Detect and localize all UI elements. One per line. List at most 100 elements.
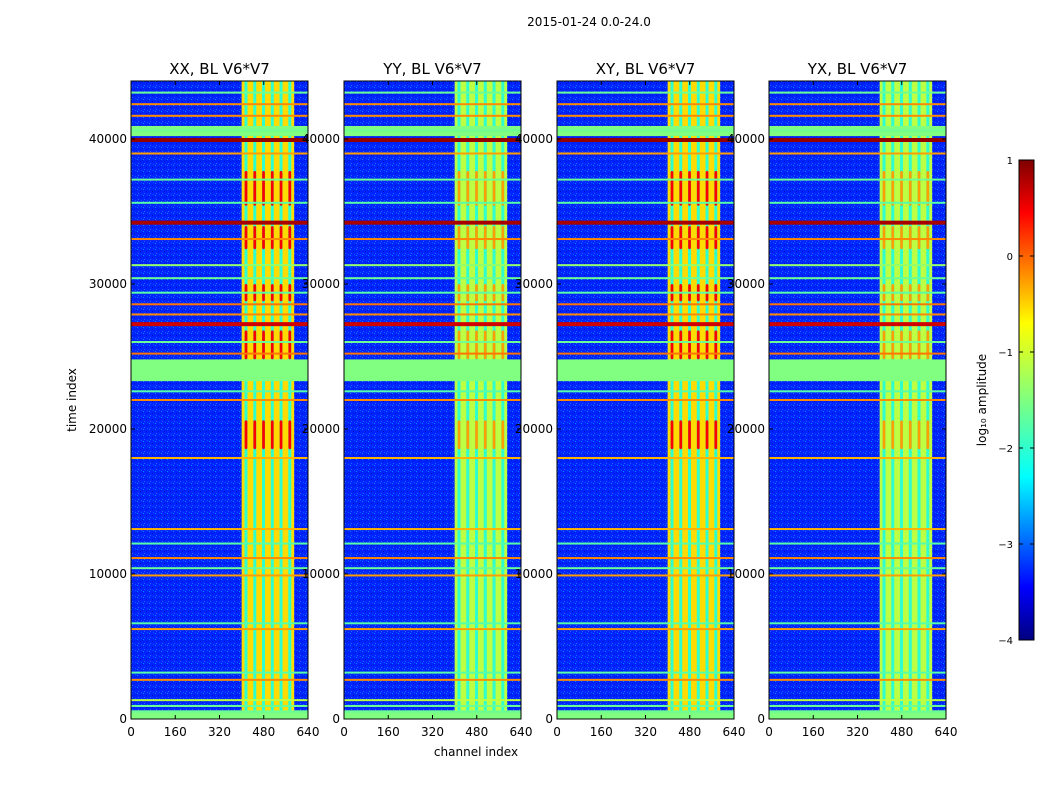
panels-group: XX, BL V6*V7 0 160 320 480 640 0 10000 20000 3000… [89,60,958,739]
band-hot-block [466,170,470,206]
rfi-row [131,264,308,267]
band-hot-block [501,330,505,360]
rfi-row [769,129,946,132]
rfi-row [769,628,946,631]
band-hot-block [900,226,903,250]
band-hot-block [705,226,709,250]
band-hot-block [705,170,709,206]
band-hot-block [908,226,912,250]
y-tick-label: 0 [545,712,553,726]
rfi-row [557,238,734,241]
flagged-block [557,710,734,719]
colorbar-label: log₁₀ amplitude [975,354,989,446]
band-hot-block [492,170,496,206]
band-hot-block [891,330,895,360]
rfi-row [769,542,946,545]
band-hot-block [908,330,912,360]
rfi-row [769,291,946,294]
band-hot-block [457,226,461,250]
x-tick-label: 0 [127,725,135,739]
band-hot-block [926,170,930,206]
band-hot-block [253,170,257,206]
y-tick-label: 0 [332,712,340,726]
rfi-row [344,313,521,316]
rfi-row [344,399,521,401]
y-tick-label: 40000 [89,132,127,146]
band-hot-block [457,170,461,206]
rfi-row [131,699,308,702]
rfi-row [344,567,521,570]
band-hot-block [908,420,912,450]
rfi-row [557,574,734,577]
band-hot-block [466,330,470,360]
rfi-row [131,567,308,570]
x-tick-label: 160 [590,725,613,739]
rfi-row [131,390,308,393]
rfi-row [557,303,734,306]
rfi-row [131,220,308,225]
panel-title: XY, BL V6*V7 [596,60,696,78]
x-tick-label: 320 [208,725,231,739]
band-hot-block [492,420,496,450]
band-hot-block [270,330,274,360]
rfi-row [344,152,521,155]
y-tick-label: 30000 [89,277,127,291]
figure-suptitle: 2015-01-24 0.0-24.0 [527,15,651,29]
colorbar-gradient [1018,159,1035,641]
band-hot-block [688,170,691,206]
rfi-row [131,303,308,306]
x-tick-label: 160 [802,725,825,739]
rfi-row [344,557,521,560]
y-tick-label: 30000 [302,277,340,291]
rfi-row [131,678,308,681]
rfi-row [557,528,734,531]
rfi-row [557,671,734,674]
band-hot-block [288,226,292,250]
band-hot-block [926,226,930,250]
rfi-row [344,678,521,681]
rfi-row [344,457,521,459]
rfi-row [769,710,946,713]
rfi-row [769,303,946,306]
rfi-row [131,313,308,316]
band-hot-block [670,170,674,206]
rfi-row [769,390,946,393]
band-hot-block [891,420,895,450]
panel-1: XX, BL V6*V7 0 160 320 480 640 0 10000 20000 3000… [89,60,320,739]
rfi-row [131,528,308,531]
rfi-row [131,704,308,707]
rfi-row [769,313,946,316]
rfi-row [557,129,734,132]
band-hot-block [466,226,470,250]
rfi-row [131,557,308,560]
panel-3: XY, BL V6*V7 0 160 320 480 640 0 10000 20000 3000… [515,60,746,739]
band-hot-block [705,330,709,360]
flagged-block [131,359,308,382]
rfi-row [769,375,946,378]
x-tick-label: 160 [164,725,187,739]
band-hot-block [483,330,487,360]
rfi-row [769,201,946,204]
rfi-row [769,704,946,707]
rfi-row [344,103,521,106]
rfi-row [557,178,734,181]
x-tick-label: 640 [510,725,533,739]
band-hot-block [279,226,283,250]
band-hot-block [457,420,461,450]
panel-4: YX, BL V6*V7 0 160 320 480 640 0 10000 20000 3000… [727,60,958,739]
rfi-row [131,322,308,327]
rfi-row [131,352,308,355]
y-tick-label: 20000 [89,422,127,436]
band-hot-block [244,226,248,250]
rfi-row [344,699,521,702]
rfi-row [344,264,521,267]
band-hot-block [262,170,265,206]
band-hot-block [279,170,283,206]
rfi-row [769,220,946,225]
rfi-row [769,114,946,117]
band-hot-block [501,420,505,450]
band-hot-block [279,330,283,360]
band-hot-block [696,330,700,360]
rfi-row [557,322,734,327]
